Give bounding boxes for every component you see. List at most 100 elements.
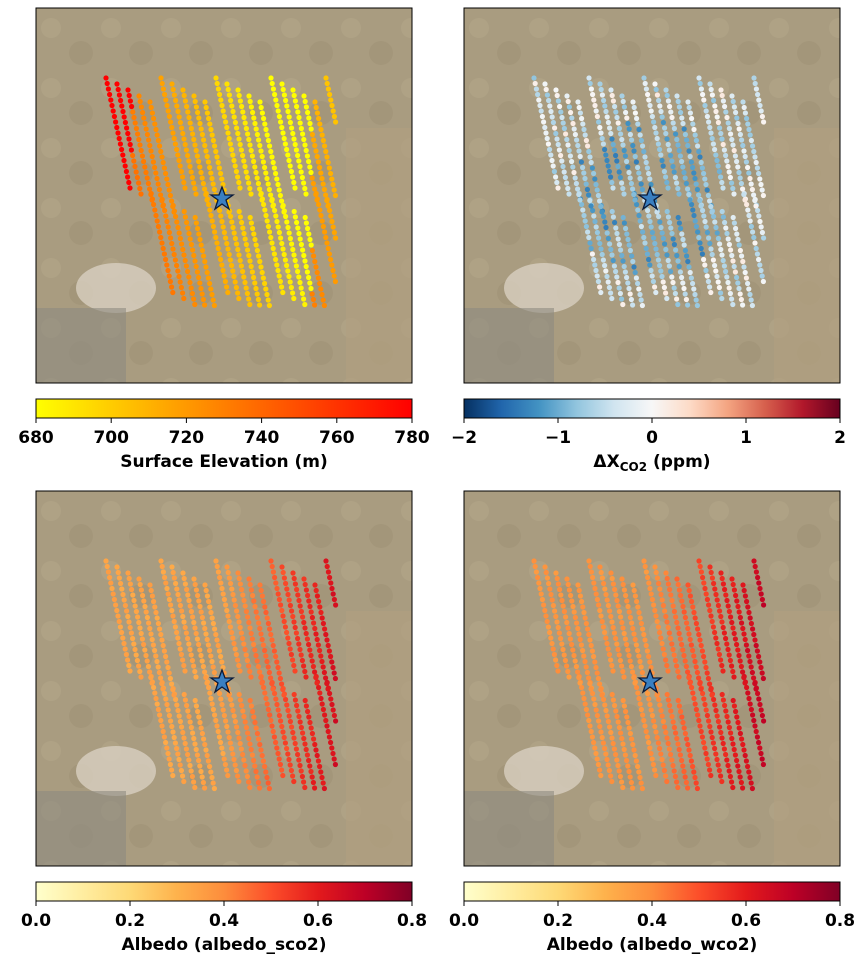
sounding-point (709, 734, 715, 741)
sounding-point (225, 569, 231, 576)
sounding-point (633, 159, 639, 165)
sounding-point (211, 302, 217, 309)
sounding-point (147, 99, 153, 105)
sounding-point (713, 152, 719, 158)
sounding-point (181, 179, 187, 186)
sounding-point (209, 615, 215, 621)
sounding-point (570, 164, 576, 170)
sounding-point (231, 273, 237, 280)
sounding-point (183, 746, 189, 752)
sounding-point (630, 99, 636, 105)
sounding-point (199, 131, 205, 138)
sounding-point (148, 104, 154, 111)
sounding-point (744, 598, 750, 605)
sounding-point (698, 686, 704, 692)
sounding-point (652, 767, 658, 773)
sounding-point (715, 279, 721, 285)
sounding-point (308, 169, 314, 176)
sounding-point (317, 207, 323, 213)
sounding-point (692, 175, 698, 182)
sounding-point (145, 180, 151, 187)
sounding-point (177, 762, 183, 768)
sounding-point (679, 757, 685, 764)
sounding-point (226, 135, 232, 142)
sounding-point (109, 102, 115, 109)
sounding-point (126, 136, 132, 142)
sounding-point (681, 652, 687, 659)
sounding-point (243, 608, 249, 615)
sounding-point (174, 219, 180, 225)
sounding-point (170, 686, 176, 693)
sounding-point (635, 164, 641, 171)
sounding-point (251, 598, 257, 604)
sounding-point (297, 762, 303, 769)
sounding-point (204, 153, 210, 160)
sounding-point (621, 703, 627, 709)
sounding-point (313, 148, 319, 154)
sounding-point (217, 91, 223, 98)
sounding-point (155, 137, 161, 144)
sounding-point (256, 736, 262, 742)
sounding-point (621, 674, 627, 680)
sounding-point (564, 576, 570, 582)
sounding-point (193, 703, 199, 709)
sounding-point (253, 768, 259, 775)
sounding-point (228, 213, 234, 220)
sounding-point (288, 651, 294, 658)
sounding-point (171, 209, 177, 215)
sounding-point (757, 176, 763, 182)
sounding-point (630, 258, 636, 265)
sounding-point (173, 213, 179, 220)
sounding-point (243, 125, 249, 132)
sounding-point (621, 147, 627, 154)
sounding-point (757, 262, 763, 268)
sounding-point (292, 98, 298, 104)
sounding-point (114, 564, 120, 570)
sounding-point (129, 586, 135, 593)
sounding-point (121, 597, 127, 603)
sounding-point (301, 252, 307, 259)
sounding-point (689, 598, 695, 605)
sounding-point (536, 97, 542, 103)
sounding-point (630, 625, 636, 632)
sounding-point (235, 290, 241, 296)
sounding-point (290, 570, 296, 576)
sounding-point (691, 286, 697, 292)
sounding-point (748, 780, 754, 786)
sounding-point (199, 614, 205, 621)
sounding-point (113, 602, 119, 608)
sounding-point (110, 591, 116, 597)
sounding-point (185, 225, 191, 231)
sounding-point (158, 717, 164, 724)
sounding-point (701, 256, 707, 263)
sounding-point (592, 262, 598, 268)
sounding-point (157, 712, 163, 718)
sounding-point (609, 179, 615, 186)
sounding-point (223, 718, 229, 724)
sounding-point (236, 208, 242, 215)
sounding-point (159, 80, 165, 87)
sounding-point (138, 191, 144, 197)
sounding-point (755, 574, 761, 581)
sounding-point (684, 736, 690, 742)
sounding-point (220, 224, 226, 230)
sounding-point (695, 143, 701, 149)
sounding-point (672, 290, 678, 297)
sounding-point (274, 262, 280, 268)
sounding-point (646, 256, 652, 263)
sounding-point (726, 768, 732, 774)
sounding-point (293, 630, 299, 636)
sounding-point (699, 734, 705, 740)
sounding-point (194, 636, 200, 642)
sounding-point (257, 625, 263, 632)
sounding-point (254, 131, 260, 138)
sounding-point (657, 702, 663, 708)
sounding-point (610, 697, 616, 703)
sounding-point (605, 279, 611, 285)
sounding-point (727, 174, 733, 181)
sounding-point (213, 148, 219, 155)
sounding-point (171, 618, 177, 625)
sounding-point (162, 207, 168, 214)
sounding-point (705, 761, 711, 768)
sounding-point (162, 574, 168, 581)
